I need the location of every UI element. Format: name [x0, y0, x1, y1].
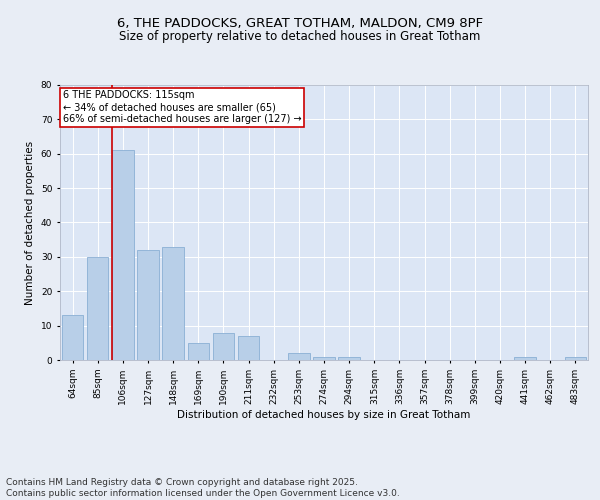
Bar — [338, 356, 360, 360]
Text: 6 THE PADDOCKS: 115sqm
← 34% of detached houses are smaller (65)
66% of semi-det: 6 THE PADDOCKS: 115sqm ← 34% of detached… — [62, 90, 301, 124]
Bar — [313, 356, 335, 360]
X-axis label: Distribution of detached houses by size in Great Totham: Distribution of detached houses by size … — [178, 410, 470, 420]
Bar — [238, 336, 259, 360]
Text: Contains HM Land Registry data © Crown copyright and database right 2025.
Contai: Contains HM Land Registry data © Crown c… — [6, 478, 400, 498]
Bar — [163, 246, 184, 360]
Bar — [188, 343, 209, 360]
Bar — [514, 356, 536, 360]
Bar — [288, 353, 310, 360]
Bar — [87, 257, 109, 360]
Bar — [62, 316, 83, 360]
Bar — [213, 332, 234, 360]
Bar — [565, 356, 586, 360]
Text: Size of property relative to detached houses in Great Totham: Size of property relative to detached ho… — [119, 30, 481, 43]
Y-axis label: Number of detached properties: Number of detached properties — [25, 140, 35, 304]
Bar — [112, 150, 134, 360]
Text: 6, THE PADDOCKS, GREAT TOTHAM, MALDON, CM9 8PF: 6, THE PADDOCKS, GREAT TOTHAM, MALDON, C… — [117, 18, 483, 30]
Bar — [137, 250, 158, 360]
